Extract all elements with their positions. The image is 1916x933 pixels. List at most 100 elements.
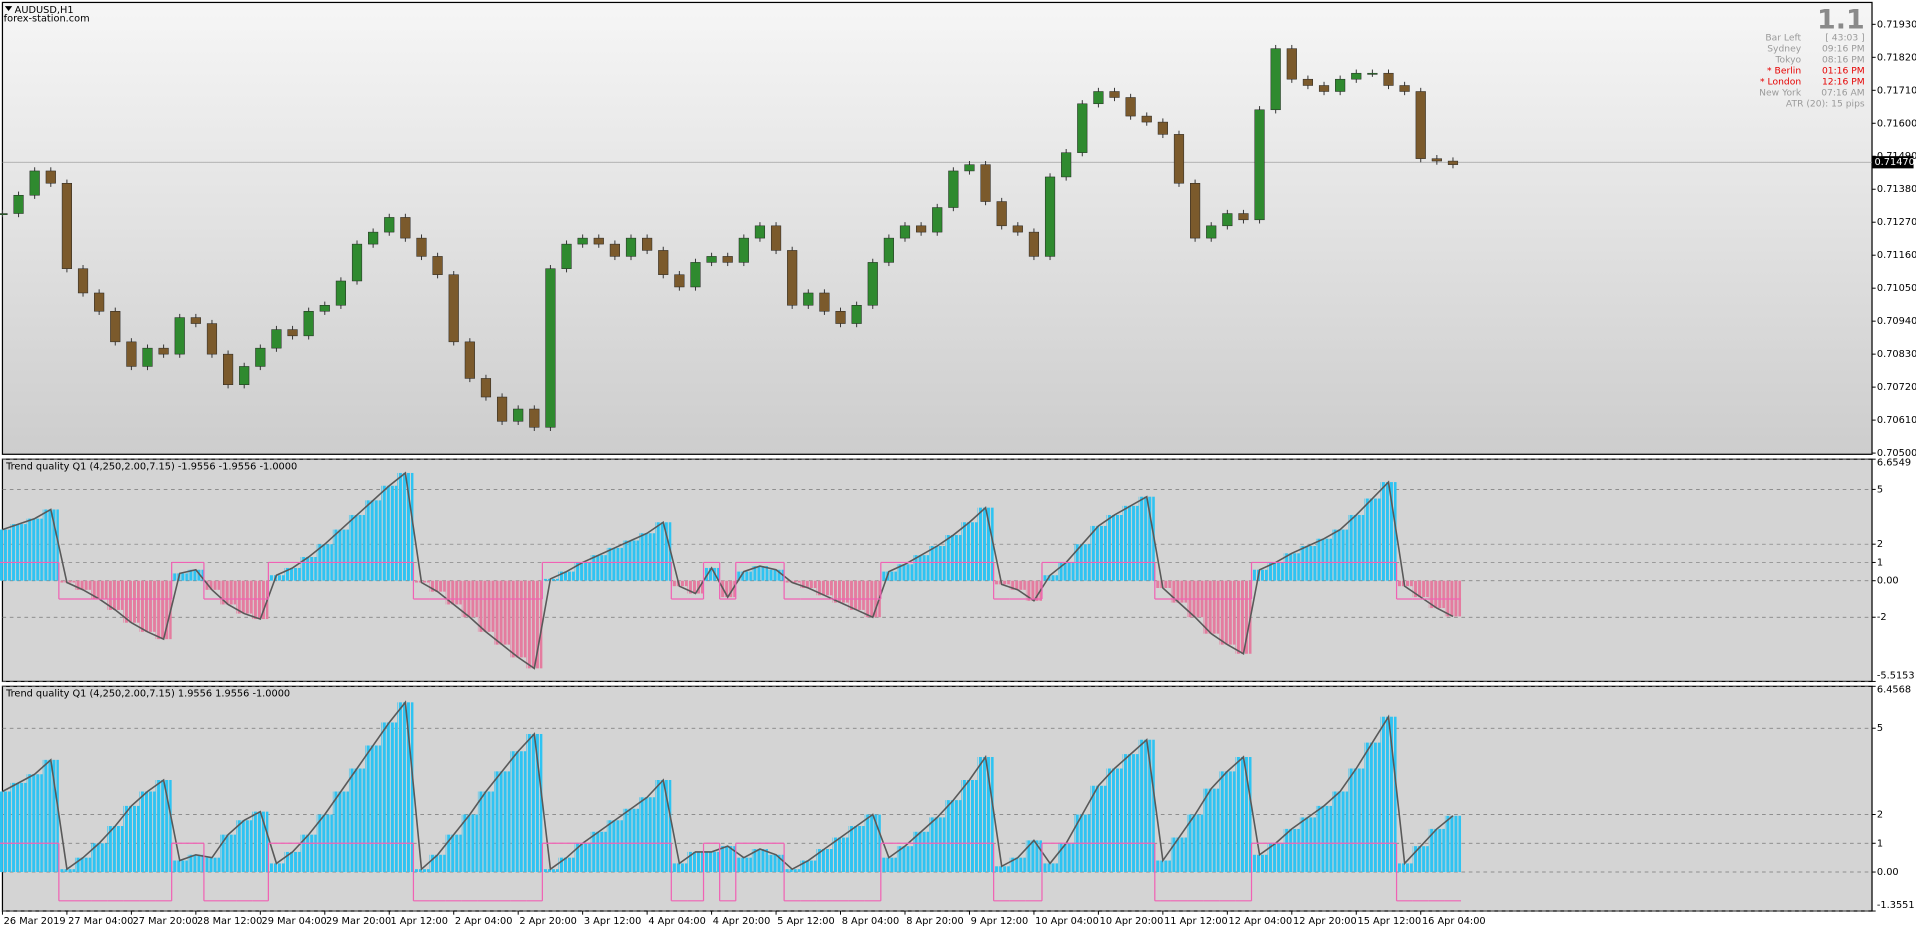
histogram-bar xyxy=(993,866,1010,873)
histogram-bar xyxy=(574,562,591,581)
candle-body xyxy=(1125,97,1136,117)
histogram-bar xyxy=(671,863,688,873)
histogram-bar xyxy=(1283,553,1300,581)
histogram-bar xyxy=(590,831,607,873)
histogram-bar xyxy=(1058,562,1075,581)
histogram-bar xyxy=(945,535,962,581)
histogram-bar xyxy=(751,849,768,873)
histogram-bar xyxy=(284,567,301,581)
candle-body xyxy=(899,225,911,239)
y-tick-label: 0.70720 xyxy=(1877,382,1916,393)
histogram-bar xyxy=(236,820,253,873)
histogram-bar xyxy=(1251,569,1268,581)
candle-body xyxy=(1222,213,1233,227)
histogram-bar xyxy=(735,571,752,581)
candle-body xyxy=(706,256,717,263)
histogram-bar xyxy=(1090,525,1107,581)
y-tick-label: 1 xyxy=(1877,838,1883,849)
y-tick-label: 0.71710 xyxy=(1877,85,1916,96)
candle-body xyxy=(1399,85,1410,92)
y-tick-label: 0.70610 xyxy=(1877,415,1916,426)
histogram-bar xyxy=(606,547,623,581)
histogram-bar xyxy=(348,768,366,873)
candle-body xyxy=(239,366,250,385)
candle-body xyxy=(1286,48,1297,80)
candle-body xyxy=(1238,213,1249,221)
x-tick-label: 8 Apr 04:00 xyxy=(842,916,899,927)
histogram-bar xyxy=(977,756,994,873)
histogram-bar xyxy=(107,826,124,873)
histogram-bar xyxy=(1090,785,1107,873)
candle-body xyxy=(432,256,443,275)
histogram-bar xyxy=(1380,482,1397,581)
histogram-bar xyxy=(252,811,269,873)
histogram-bar xyxy=(510,751,527,873)
histogram-bar xyxy=(413,869,430,873)
candle-body xyxy=(126,341,137,367)
candle-body xyxy=(996,201,1007,227)
candle-body xyxy=(1415,91,1426,159)
candle-body xyxy=(1061,152,1072,178)
histogram-bar xyxy=(1106,768,1123,873)
counter: 1.1 xyxy=(1817,4,1865,35)
candle-body xyxy=(1335,78,1346,92)
panel-subtitle: forex-station.com xyxy=(4,13,90,24)
histogram-bar xyxy=(848,580,865,610)
candle-body xyxy=(223,353,234,385)
info-value: 12:16 PM xyxy=(1822,76,1865,87)
x-tick-label: 5 Apr 12:00 xyxy=(777,916,834,927)
histogram-bar xyxy=(1315,805,1333,873)
panel-title: Trend quality Q1 (4,250,2.00,7.15) -1.95… xyxy=(5,462,297,473)
histogram-bar xyxy=(639,533,656,581)
histogram-bar xyxy=(10,524,27,581)
histogram-bar xyxy=(220,580,237,605)
histogram-bar xyxy=(1235,756,1252,873)
histogram-bar xyxy=(622,808,640,873)
current-price-box xyxy=(1872,156,1914,169)
histogram-bar xyxy=(74,580,92,590)
histogram-bar xyxy=(1332,791,1349,873)
dropdown-icon[interactable] xyxy=(4,6,13,11)
histogram-bar xyxy=(880,571,897,581)
info-label: Bar Left xyxy=(1765,32,1801,43)
x-tick-label: 1 Apr 12:00 xyxy=(390,916,447,927)
histogram-bar xyxy=(1170,580,1188,603)
candle-body xyxy=(13,194,24,214)
histogram-bar xyxy=(1058,843,1075,873)
candle-body xyxy=(529,408,540,428)
histogram-bar xyxy=(913,831,930,873)
histogram-bar xyxy=(348,514,366,581)
y-tick-label: -5.5153 xyxy=(1877,670,1915,681)
x-tick-label: 2 Apr 20:00 xyxy=(519,916,576,927)
candle-body xyxy=(964,164,975,172)
x-tick-label: 29 Mar 04:00 xyxy=(262,916,327,927)
histogram-bar xyxy=(1025,840,1042,873)
candle-body xyxy=(0,213,8,215)
histogram-bar xyxy=(58,869,75,873)
histogram-bar xyxy=(300,834,317,873)
histogram-bar xyxy=(1332,529,1349,581)
histogram-bar xyxy=(1412,846,1429,873)
y-tick-label: 6.4568 xyxy=(1877,685,1911,696)
candle-body xyxy=(883,237,894,263)
histogram-bar xyxy=(816,849,833,873)
histogram-bar xyxy=(639,797,656,873)
histogram-bar xyxy=(494,580,511,645)
x-tick-label: 11 Apr 12:00 xyxy=(1164,916,1228,927)
y-tick-label: 0.70500 xyxy=(1877,448,1916,459)
y-tick-label: 2 xyxy=(1877,539,1883,550)
candle-body xyxy=(1383,72,1394,86)
panel-title: Trend quality Q1 (4,250,2.00,7.15) 1.955… xyxy=(5,689,290,700)
candle-body xyxy=(1302,78,1313,86)
x-tick-label: 28 Mar 12:00 xyxy=(197,916,262,927)
histogram-bar xyxy=(1428,580,1445,609)
panel-title: AUDUSD,H1 xyxy=(15,5,74,16)
x-tick-label: 3 Apr 12:00 xyxy=(584,916,641,927)
histogram-bar xyxy=(542,869,559,873)
y-tick-label: 2 xyxy=(1877,810,1883,821)
histogram-bar xyxy=(429,580,446,592)
x-tick-label: 15 Apr 12:00 xyxy=(1357,916,1421,927)
histogram-bar xyxy=(1009,857,1026,873)
histogram-bar xyxy=(1299,817,1316,873)
